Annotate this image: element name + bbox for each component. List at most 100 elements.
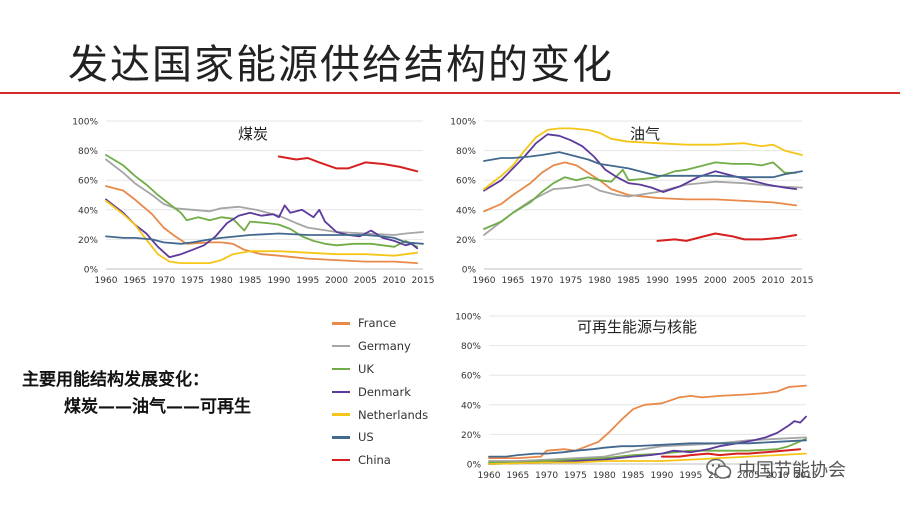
summary-text: 主要用能结构发展变化： 煤炭——油气——可再生 — [22, 367, 251, 421]
series-line-netherlands — [483, 127, 803, 190]
legend-item-netherlands: Netherlands — [332, 403, 428, 426]
x-tick-label: 1970 — [535, 471, 558, 481]
x-tick-label: 1965 — [501, 276, 524, 286]
x-tick-label: 1975 — [564, 471, 587, 481]
series-line-france — [483, 161, 798, 213]
x-tick-label: 2005 — [733, 276, 756, 286]
y-tick-label: 40% — [78, 206, 98, 216]
x-tick-label: 1975 — [559, 276, 582, 286]
legend-item-germany: Germany — [332, 335, 428, 358]
legend-label: US — [358, 430, 374, 445]
y-tick-label: 0% — [467, 461, 482, 471]
wechat-icon — [706, 458, 732, 479]
series-line-uk — [105, 154, 419, 248]
x-tick-label: 1985 — [622, 471, 645, 481]
y-tick-label: 0% — [84, 266, 99, 276]
y-tick-label: 0% — [462, 266, 477, 276]
y-tick-label: 60% — [456, 177, 476, 187]
x-tick-label: 1990 — [650, 471, 673, 481]
series-line-china — [660, 448, 802, 458]
series-line-france — [105, 185, 419, 264]
x-tick-label: 2010 — [762, 276, 785, 286]
series-line-france — [488, 384, 807, 459]
y-tick-label: 20% — [456, 236, 476, 246]
x-tick-label: 1980 — [210, 276, 233, 286]
series-line-uk — [483, 161, 798, 230]
legend-item-us: US — [332, 426, 428, 449]
legend-label: Germany — [358, 339, 411, 354]
legend-swatch — [332, 344, 350, 348]
series-line-china — [656, 232, 798, 242]
series-line-denmark — [488, 415, 807, 465]
y-tick-label: 80% — [78, 147, 98, 157]
legend-label: Netherlands — [358, 407, 429, 422]
x-tick-label: 2005 — [354, 276, 377, 286]
x-tick-label: 1960 — [473, 276, 496, 286]
y-tick-label: 60% — [461, 372, 481, 382]
x-tick-label: 2000 — [704, 276, 727, 286]
chart-title: 可再生能源与核能 — [577, 318, 697, 336]
watermark-text: 中国节能协会 — [738, 460, 846, 481]
y-tick-label: 60% — [78, 177, 98, 187]
legend-swatch — [332, 458, 350, 462]
x-tick-label: 1965 — [506, 471, 529, 481]
chart-3: 0% 20% 40% 60% 80% 100% 1960 1965 1970 1975 1980 19… — [455, 313, 817, 482]
legend-item-china: China — [332, 449, 428, 472]
legend-swatch — [332, 436, 350, 439]
legend-swatch — [332, 367, 350, 371]
x-tick-label: 1985 — [617, 276, 640, 286]
page-title: 发达国家能源供给结构的变化 — [68, 42, 614, 88]
x-tick-label: 2015 — [795, 471, 818, 481]
watermark: 中国节能协会 — [706, 456, 846, 482]
chart-title: 油气 — [630, 125, 660, 143]
x-tick-label: 2015 — [791, 276, 814, 286]
y-tick-label: 80% — [461, 342, 481, 352]
x-tick-label: 1990 — [646, 276, 669, 286]
x-tick-label: 1970 — [530, 276, 553, 286]
x-tick-label: 1985 — [239, 276, 262, 286]
x-tick-label: 1995 — [296, 276, 319, 286]
legend-swatch — [332, 390, 350, 394]
y-tick-label: 80% — [456, 147, 476, 157]
summary-line-1: 主要用能结构发展变化： — [22, 370, 209, 390]
y-tick-label: 100% — [72, 118, 98, 128]
legend-label: France — [358, 316, 397, 331]
legend-swatch — [332, 322, 350, 325]
series-line-china — [277, 155, 419, 173]
x-tick-label: 2000 — [325, 276, 348, 286]
x-tick-label: 1960 — [478, 471, 501, 481]
x-tick-label: 2010 — [383, 276, 406, 286]
x-tick-label: 1980 — [593, 471, 616, 481]
y-tick-label: 40% — [461, 401, 481, 411]
series-line-us — [488, 439, 807, 458]
x-tick-label: 2010 — [766, 471, 789, 481]
x-tick-label: 1975 — [181, 276, 204, 286]
series-line-us — [483, 151, 803, 179]
legend-item-denmark: Denmark — [332, 380, 428, 403]
series-line-us — [105, 232, 424, 245]
x-tick-label: 1965 — [123, 276, 146, 286]
legend-label: Denmark — [358, 384, 411, 399]
legend-item-uk: UK — [332, 358, 428, 381]
y-tick-label: 20% — [461, 431, 481, 441]
x-tick-label: 1960 — [95, 276, 118, 286]
x-tick-label: 2005 — [737, 471, 760, 481]
legend-swatch — [332, 413, 350, 416]
title-divider — [0, 92, 900, 94]
x-tick-label: 1995 — [679, 471, 702, 481]
y-tick-label: 100% — [450, 118, 476, 128]
x-tick-label: 1980 — [588, 276, 611, 286]
x-tick-label: 1970 — [152, 276, 175, 286]
legend-item-france: France — [332, 312, 428, 335]
y-tick-label: 40% — [456, 206, 476, 216]
legend-label: UK — [358, 361, 374, 376]
y-tick-label: 100% — [455, 313, 481, 323]
chart-title: 煤炭 — [238, 125, 268, 143]
series-line-denmark — [105, 198, 419, 259]
series-line-netherlands — [488, 452, 807, 465]
chart-2: 0% 20% 40% 60% 80% 100% 1960 1965 1970 1975 1980 19… — [450, 118, 813, 287]
chart-1: 0% 20% 40% 60% 80% 100% 1960 1965 1970 1975 1980 19… — [72, 118, 434, 287]
legend: France Germany UK Denmark Netherlands US China — [332, 312, 428, 472]
y-tick-label: 20% — [78, 236, 98, 246]
